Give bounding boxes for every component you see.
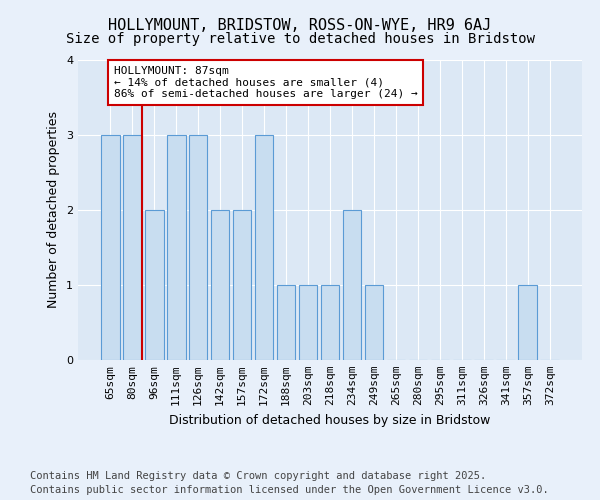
Text: HOLLYMOUNT, BRIDSTOW, ROSS-ON-WYE, HR9 6AJ: HOLLYMOUNT, BRIDSTOW, ROSS-ON-WYE, HR9 6…	[109, 18, 491, 32]
Bar	[211, 210, 229, 360]
Bar	[255, 135, 274, 360]
Bar	[101, 135, 119, 360]
Bar	[343, 210, 361, 360]
Bar	[167, 135, 185, 360]
Y-axis label: Number of detached properties: Number of detached properties	[47, 112, 61, 308]
Text: HOLLYMOUNT: 87sqm
← 14% of detached houses are smaller (4)
86% of semi-detached : HOLLYMOUNT: 87sqm ← 14% of detached hous…	[113, 66, 417, 99]
Text: Contains HM Land Registry data © Crown copyright and database right 2025.
Contai: Contains HM Land Registry data © Crown c…	[30, 471, 549, 495]
Bar	[299, 285, 317, 360]
Bar	[365, 285, 383, 360]
X-axis label: Distribution of detached houses by size in Bridstow: Distribution of detached houses by size …	[169, 414, 491, 426]
Bar	[189, 135, 208, 360]
Bar	[123, 135, 142, 360]
Bar	[145, 210, 164, 360]
Bar	[233, 210, 251, 360]
Bar	[518, 285, 537, 360]
Bar	[320, 285, 340, 360]
Text: Size of property relative to detached houses in Bridstow: Size of property relative to detached ho…	[65, 32, 535, 46]
Bar	[277, 285, 295, 360]
